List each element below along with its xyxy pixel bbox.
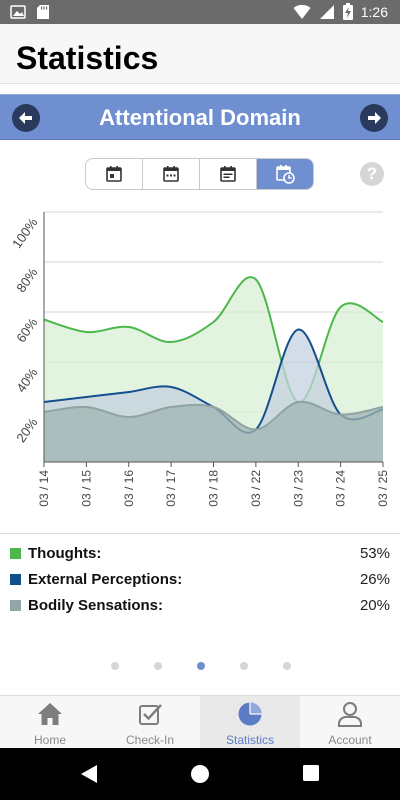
y-tick-label: 40% bbox=[13, 365, 40, 395]
pie-chart-icon bbox=[237, 701, 263, 732]
help-icon: ? bbox=[366, 164, 378, 183]
x-tick-label: 03 / 15 bbox=[79, 470, 93, 507]
y-tick-label: 80% bbox=[13, 265, 40, 295]
system-navigation-bar bbox=[0, 748, 400, 800]
legend-value: 26% bbox=[359, 571, 390, 588]
x-tick-label: 03 / 18 bbox=[207, 470, 221, 507]
period-week-segment[interactable] bbox=[143, 159, 200, 189]
x-tick-label: 03 / 23 bbox=[291, 470, 305, 507]
chart-divider bbox=[0, 533, 400, 534]
help-button[interactable]: ? bbox=[360, 162, 384, 186]
legend-label: External Perceptions: bbox=[28, 571, 183, 588]
page-dot[interactable] bbox=[154, 662, 162, 670]
domain-title: Attentional Domain bbox=[99, 105, 301, 130]
y-tick-label: 60% bbox=[13, 315, 40, 345]
legend-label: Thoughts: bbox=[28, 545, 102, 562]
app-header: Statistics bbox=[0, 24, 400, 84]
statistics-chart: 20% 40% 60% 80% 100% 03 / 14 03 / 15 03 / 16 03 … bbox=[0, 200, 400, 530]
tab-check-in[interactable]: Check-In bbox=[100, 696, 200, 748]
period-custom-segment[interactable] bbox=[257, 159, 313, 189]
home-circle-icon bbox=[191, 765, 209, 783]
page-title: Statistics bbox=[16, 40, 159, 76]
bottom-tab-bar: Home Check-In Statistics Account bbox=[0, 695, 400, 748]
checkbox-icon bbox=[137, 701, 163, 732]
legend-row-bodily-sensations: Bodily Sensations: 20% bbox=[10, 596, 390, 622]
tab-label: Check-In bbox=[125, 733, 175, 747]
user-icon bbox=[337, 701, 363, 732]
page-dot[interactable] bbox=[283, 662, 291, 670]
legend-label: Bodily Sensations: bbox=[28, 597, 164, 614]
chart-legend: Thoughts: 53% External Perceptions: 26% … bbox=[10, 544, 390, 622]
y-tick-label: 20% bbox=[13, 415, 40, 445]
status-bar: 1:26 bbox=[0, 0, 400, 24]
clock-time: 1:26 bbox=[360, 3, 388, 20]
signal-icon bbox=[319, 4, 335, 20]
arrow-left-icon bbox=[19, 112, 32, 124]
calendar-clock-icon bbox=[276, 165, 295, 184]
tab-account[interactable]: Account bbox=[300, 696, 400, 748]
tab-label: Home bbox=[33, 733, 66, 747]
next-domain-button[interactable] bbox=[360, 104, 388, 132]
recents-square-icon bbox=[303, 765, 319, 781]
calendar-month-icon bbox=[220, 166, 236, 182]
battery-charging-icon bbox=[342, 3, 353, 20]
page-indicator bbox=[0, 662, 400, 672]
domain-selector-bar: Attentional Domain bbox=[0, 94, 400, 140]
sd-card-icon bbox=[36, 4, 50, 20]
legend-value: 53% bbox=[359, 545, 390, 562]
series-line-thoughts bbox=[43, 276, 384, 403]
period-day-segment[interactable] bbox=[86, 159, 143, 189]
legend-swatch-external-perceptions bbox=[10, 574, 21, 585]
period-month-segment[interactable] bbox=[200, 159, 257, 189]
x-tick-label: 03 / 17 bbox=[164, 470, 178, 507]
page-dot[interactable] bbox=[111, 662, 119, 670]
home-icon bbox=[37, 701, 63, 732]
home-system-button[interactable] bbox=[190, 764, 210, 789]
previous-domain-button[interactable] bbox=[12, 104, 40, 132]
calendar-week-icon bbox=[163, 166, 179, 182]
legend-row-external-perceptions: External Perceptions: 26% bbox=[10, 570, 390, 596]
series-line-bodily-sensations bbox=[43, 400, 384, 431]
tab-home[interactable]: Home bbox=[0, 696, 100, 748]
legend-value: 20% bbox=[359, 597, 390, 614]
tab-statistics[interactable]: Statistics bbox=[200, 696, 300, 748]
back-button[interactable] bbox=[80, 764, 98, 789]
back-triangle-icon bbox=[81, 765, 97, 783]
area-chart: 20% 40% 60% 80% 100% 03 / 14 03 / 15 03 / 16 03 … bbox=[9, 211, 390, 507]
x-tick-label: 03 / 14 bbox=[37, 470, 51, 507]
wifi-icon bbox=[293, 4, 311, 20]
tab-label: Account bbox=[328, 733, 372, 747]
page-dot[interactable] bbox=[197, 662, 205, 670]
calendar-day-icon bbox=[106, 166, 122, 182]
legend-swatch-bodily-sensations bbox=[10, 600, 21, 611]
x-tick-label: 03 / 22 bbox=[249, 470, 263, 507]
x-tick-label: 03 / 16 bbox=[122, 470, 136, 507]
y-tick-label: 100% bbox=[9, 215, 41, 251]
x-tick-label: 03 / 24 bbox=[334, 470, 348, 507]
gallery-notification-icon bbox=[10, 4, 26, 20]
x-tick-label: 03 / 25 bbox=[376, 470, 390, 507]
series-area-bodily-sensations bbox=[44, 401, 383, 462]
legend-swatch-thoughts bbox=[10, 548, 21, 559]
legend-row-thoughts: Thoughts: 53% bbox=[10, 544, 390, 570]
period-segmented-control bbox=[85, 158, 314, 190]
tab-label: Statistics bbox=[225, 733, 274, 747]
recents-button[interactable] bbox=[302, 764, 320, 787]
arrow-right-icon bbox=[368, 112, 381, 124]
page-dot[interactable] bbox=[240, 662, 248, 670]
